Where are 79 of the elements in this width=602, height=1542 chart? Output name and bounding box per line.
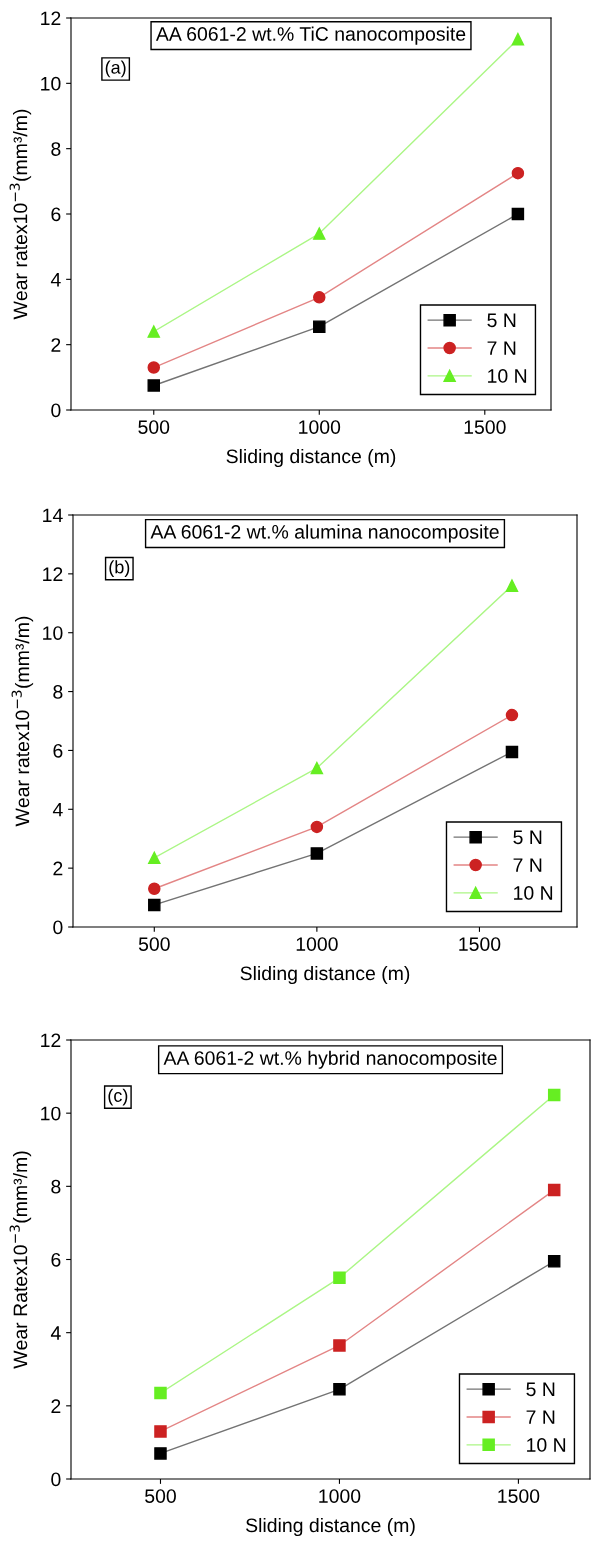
point bbox=[333, 1271, 346, 1285]
point bbox=[147, 325, 161, 338]
y-tick-label: 2 bbox=[51, 338, 61, 352]
x-tick-label: 500 bbox=[138, 937, 170, 951]
x-tick-label: 500 bbox=[138, 420, 170, 434]
legend-label: 10 N bbox=[488, 369, 527, 383]
point bbox=[310, 847, 324, 860]
y-tick-label: 10 bbox=[41, 1106, 61, 1121]
legend-label: 10 N bbox=[514, 886, 553, 900]
point bbox=[505, 745, 519, 759]
point bbox=[547, 1255, 561, 1268]
point bbox=[547, 1088, 561, 1102]
point bbox=[154, 1386, 167, 1400]
y-tick-label: 12 bbox=[43, 567, 63, 581]
annotation: (c) bbox=[108, 1088, 128, 1106]
point bbox=[547, 1183, 561, 1197]
point bbox=[154, 1425, 167, 1438]
x-tick-label: 1500 bbox=[498, 1489, 540, 1503]
point bbox=[147, 379, 161, 392]
point bbox=[148, 851, 161, 865]
y-axis-title: Wear ratex10$^{−3}$(mm³/m) bbox=[11, 616, 34, 827]
y-tick-label: 6 bbox=[51, 207, 61, 222]
point bbox=[154, 1447, 167, 1460]
chart-title: AA 6061-2 wt.% alumina nanocomposite bbox=[150, 524, 499, 543]
legend-label: 10 N bbox=[527, 1438, 566, 1452]
y-tick-label: 2 bbox=[53, 861, 63, 876]
point bbox=[310, 761, 324, 775]
legend-label: 7 N bbox=[487, 341, 516, 355]
point bbox=[333, 1383, 346, 1396]
y-tick-label: 10 bbox=[43, 626, 63, 640]
point bbox=[148, 882, 161, 895]
y-tick-label: 12 bbox=[41, 1033, 61, 1048]
x-tick-label: 1000 bbox=[296, 937, 338, 951]
chart-title: AA 6061-2 wt.% TiC nanocomposite bbox=[155, 26, 466, 45]
point bbox=[147, 361, 161, 374]
x-axis-title: Sliding distance (m) bbox=[240, 965, 410, 985]
y-tick-label: 0 bbox=[51, 403, 61, 418]
point bbox=[511, 166, 525, 180]
point bbox=[313, 227, 326, 240]
x-axis-title: Sliding distance (m) bbox=[246, 1517, 415, 1537]
point bbox=[505, 579, 519, 592]
y-tick-label: 6 bbox=[51, 1252, 61, 1267]
point bbox=[148, 898, 161, 912]
legend-label: 5 N bbox=[487, 313, 516, 328]
annotation: (b) bbox=[109, 560, 130, 577]
y-tick-label: 2 bbox=[51, 1399, 61, 1413]
legend-label: 5 N bbox=[513, 830, 542, 845]
x-tick-label: 500 bbox=[145, 1489, 176, 1503]
y-tick-label: 8 bbox=[53, 685, 63, 699]
point bbox=[511, 32, 525, 46]
x-tick-label: 1500 bbox=[459, 937, 501, 951]
x-tick-label: 1000 bbox=[319, 1489, 361, 1503]
point bbox=[333, 1339, 346, 1352]
x-tick-label: 1000 bbox=[299, 420, 341, 434]
y-tick-label: 14 bbox=[43, 508, 63, 523]
text: AA 6061-2 wt.% hybrid nanocomposite bbox=[163, 1050, 497, 1069]
point bbox=[313, 320, 326, 333]
y-tick-label: 6 bbox=[53, 743, 63, 758]
annotation: (a) bbox=[105, 60, 126, 78]
legend-label: 5 N bbox=[526, 1382, 555, 1397]
legend-label: 7 N bbox=[513, 858, 542, 872]
y-tick-label: 4 bbox=[52, 802, 63, 817]
point bbox=[310, 820, 324, 834]
y-axis-title: Wear Ratex10$^{−3}$(mm³/m) bbox=[9, 1151, 32, 1369]
y-tick-label: 4 bbox=[50, 1326, 61, 1340]
y-tick-label: 8 bbox=[51, 142, 61, 156]
y-tick-label: 10 bbox=[41, 76, 61, 91]
y-tick-label: 0 bbox=[51, 1472, 61, 1487]
y-tick-label: 12 bbox=[41, 11, 61, 26]
legend-label: 7 N bbox=[526, 1410, 555, 1424]
x-tick-label: 1500 bbox=[464, 420, 506, 434]
point bbox=[505, 708, 519, 722]
y-tick-label: 8 bbox=[51, 1179, 61, 1194]
point bbox=[511, 207, 525, 221]
point bbox=[313, 291, 326, 304]
y-axis-title: Wear ratex10$^{−3}$(mm³/m) bbox=[9, 109, 32, 320]
x-axis-title: Sliding distance (m) bbox=[226, 448, 396, 468]
y-tick-label: 4 bbox=[50, 273, 61, 287]
y-tick-label: 0 bbox=[53, 920, 63, 935]
